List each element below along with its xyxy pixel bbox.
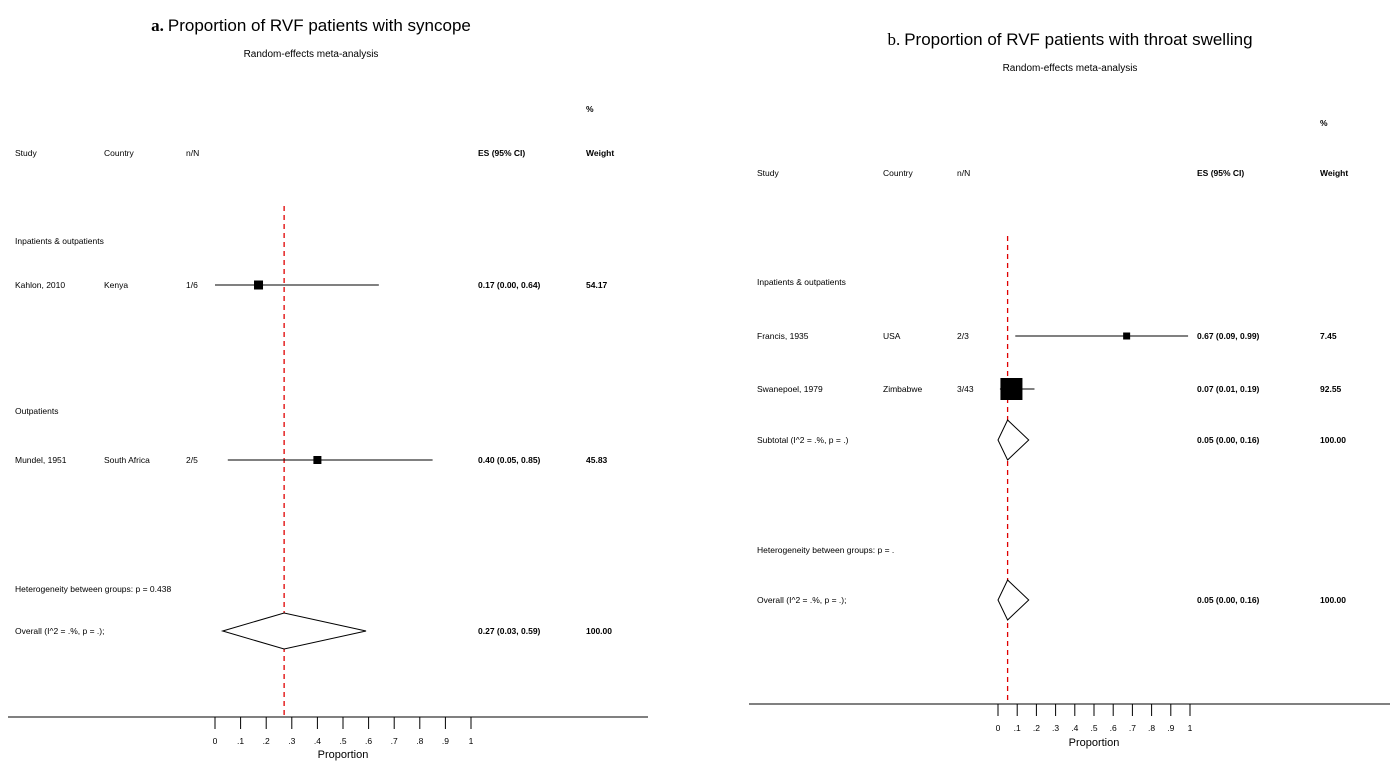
header-weight: Weight bbox=[1320, 168, 1348, 178]
x-tick-label: .2 bbox=[1033, 723, 1040, 733]
subtotal-weight: 100.00 bbox=[1320, 435, 1346, 445]
header-nN: n/N bbox=[186, 148, 199, 158]
study-n-over-N: 2/3 bbox=[957, 331, 969, 341]
study-name: Francis, 1935 bbox=[757, 331, 809, 341]
header-weight: Weight bbox=[586, 148, 614, 158]
subgroup-label: Inpatients & outpatients bbox=[15, 236, 104, 246]
x-tick-label: .7 bbox=[391, 736, 398, 746]
effect-size-marker bbox=[313, 456, 322, 464]
forest-plot-panel-a: a. Proportion of RVF patients with syncop… bbox=[8, 16, 648, 761]
x-tick-label: .1 bbox=[1014, 723, 1021, 733]
x-tick-label: .3 bbox=[1052, 723, 1059, 733]
x-tick-label: .2 bbox=[263, 736, 270, 746]
x-tick-label: .6 bbox=[1110, 723, 1117, 733]
study-n-over-N: 1/6 bbox=[186, 280, 198, 290]
x-tick-label: .5 bbox=[339, 736, 346, 746]
study-name: Kahlon, 2010 bbox=[15, 280, 65, 290]
study-name: Mundel, 1951 bbox=[15, 455, 67, 465]
overall-weight: 100.00 bbox=[1320, 595, 1346, 605]
study-es-ci: 0.40 (0.05, 0.85) bbox=[478, 455, 541, 465]
x-tick-label: 0 bbox=[996, 723, 1001, 733]
overall-es-ci: 0.27 (0.03, 0.59) bbox=[478, 626, 541, 636]
study-weight: 92.55 bbox=[1320, 384, 1342, 394]
study-n-over-N: 3/43 bbox=[957, 384, 974, 394]
chart-title-text: Proportion of RVF patients with syncope bbox=[168, 16, 471, 35]
study-country: Zimbabwe bbox=[883, 384, 922, 394]
header-es-ci: ES (95% CI) bbox=[478, 148, 525, 158]
subgroup-label: Outpatients bbox=[15, 406, 58, 416]
panel-letter: a. bbox=[151, 16, 164, 35]
x-tick-label: .4 bbox=[314, 736, 321, 746]
study-country: South Africa bbox=[104, 455, 150, 465]
header-study: Study bbox=[757, 168, 779, 178]
subtotal-pooled-diamond bbox=[997, 419, 1030, 461]
subtotal-label: Subtotal (I^2 = .%, p = .) bbox=[757, 435, 849, 445]
study-n-over-N: 2/5 bbox=[186, 455, 198, 465]
x-tick-label: .4 bbox=[1071, 723, 1078, 733]
x-tick-label: .8 bbox=[1148, 723, 1155, 733]
header-es-ci: ES (95% CI) bbox=[1197, 168, 1244, 178]
header-country: Country bbox=[883, 168, 914, 178]
overall-weight: 100.00 bbox=[586, 626, 612, 636]
x-tick-label: .9 bbox=[442, 736, 449, 746]
x-tick-label: .7 bbox=[1129, 723, 1136, 733]
study-country: USA bbox=[883, 331, 901, 341]
x-tick-label: 1 bbox=[1188, 723, 1193, 733]
x-tick-label: .8 bbox=[416, 736, 423, 746]
x-tick-label: .9 bbox=[1167, 723, 1174, 733]
overall-pooled-diamond bbox=[997, 579, 1030, 621]
x-tick-label: 1 bbox=[469, 736, 474, 746]
chart-title: b. Proportion of RVF patients with throat… bbox=[887, 30, 1252, 49]
study-es-ci: 0.07 (0.01, 0.19) bbox=[1197, 384, 1260, 394]
header-percent: % bbox=[586, 104, 594, 114]
x-tick-label: 0 bbox=[213, 736, 218, 746]
x-tick-label: .1 bbox=[237, 736, 244, 746]
study-weight: 54.17 bbox=[586, 280, 608, 290]
heterogeneity-note: Heterogeneity between groups: p = . bbox=[757, 545, 894, 555]
forest-plot-panel-b: b. Proportion of RVF patients with throat… bbox=[749, 30, 1390, 749]
header-percent: % bbox=[1320, 118, 1328, 128]
study-weight: 45.83 bbox=[586, 455, 608, 465]
x-tick-label: .5 bbox=[1090, 723, 1097, 733]
subgroup-label: Inpatients & outpatients bbox=[757, 277, 846, 287]
overall-label: Overall (I^2 = .%, p = .); bbox=[757, 595, 847, 605]
chart-subtitle: Random-effects meta-analysis bbox=[1003, 63, 1138, 74]
effect-size-marker bbox=[1123, 332, 1131, 340]
overall-es-ci: 0.05 (0.00, 0.16) bbox=[1197, 595, 1260, 605]
study-es-ci: 0.67 (0.09, 0.99) bbox=[1197, 331, 1260, 341]
study-name: Swanepoel, 1979 bbox=[757, 384, 823, 394]
heterogeneity-note: Heterogeneity between groups: p = 0.438 bbox=[15, 584, 171, 594]
effect-size-marker bbox=[1000, 378, 1023, 400]
panel-letter: b. bbox=[887, 30, 900, 49]
study-weight: 7.45 bbox=[1320, 331, 1337, 341]
chart-title: a. Proportion of RVF patients with syncop… bbox=[151, 16, 471, 35]
overall-label: Overall (I^2 = .%, p = .); bbox=[15, 626, 105, 636]
x-axis-label: Proportion bbox=[318, 749, 369, 761]
header-country: Country bbox=[104, 148, 135, 158]
x-tick-label: .3 bbox=[288, 736, 295, 746]
x-axis-label: Proportion bbox=[1069, 737, 1120, 749]
header-study: Study bbox=[15, 148, 37, 158]
study-country: Kenya bbox=[104, 280, 128, 290]
x-tick-label: .6 bbox=[365, 736, 372, 746]
study-es-ci: 0.17 (0.00, 0.64) bbox=[478, 280, 541, 290]
subtotal-es-ci: 0.05 (0.00, 0.16) bbox=[1197, 435, 1260, 445]
effect-size-marker bbox=[254, 280, 264, 290]
header-nN: n/N bbox=[957, 168, 970, 178]
chart-subtitle: Random-effects meta-analysis bbox=[244, 49, 379, 60]
chart-title-text: Proportion of RVF patients with throat s… bbox=[904, 30, 1252, 49]
overall-pooled-diamond bbox=[220, 612, 367, 650]
